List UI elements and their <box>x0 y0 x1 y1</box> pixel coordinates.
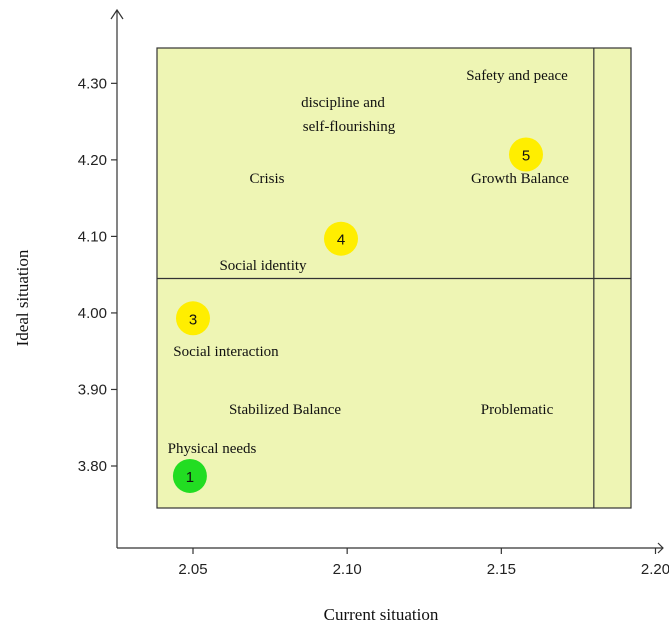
quadrant-label: Growth Balance <box>471 171 569 187</box>
point-number: 5 <box>522 148 530 165</box>
point-label: Physical needs <box>168 441 257 457</box>
point-number: 1 <box>186 469 194 486</box>
point-label: discipline and <box>301 95 385 111</box>
point-label: Social interaction <box>173 344 279 360</box>
x-tick-label: 2.05 <box>178 561 207 578</box>
y-tick-label: 4.20 <box>78 152 107 169</box>
point-4 <box>323 221 358 256</box>
y-tick-label: 3.80 <box>78 458 107 475</box>
quadrant-label: Crisis <box>249 171 284 187</box>
x-tick-label: 2.15 <box>487 561 516 578</box>
y-tick-label: 3.90 <box>78 381 107 398</box>
y-axis-arrow <box>110 8 124 20</box>
x-axis-title: Current situation <box>324 605 439 624</box>
point-3 <box>176 301 210 336</box>
y-tick-label: 4.10 <box>78 228 107 245</box>
point-label: self-flourishing <box>303 119 396 135</box>
y-tick-label: 4.00 <box>78 305 107 322</box>
point-number: 3 <box>189 311 197 328</box>
point-label: Social identity <box>219 258 307 274</box>
quadrant-label: Problematic <box>481 402 554 418</box>
y-tick-label: 4.30 <box>78 75 107 92</box>
point-label: Safety and peace <box>466 68 568 84</box>
x-tick-label: 2.20 <box>641 561 669 578</box>
point-1 <box>172 458 207 493</box>
y-axis-title: Ideal situation <box>13 249 32 346</box>
point-number: 4 <box>337 232 345 249</box>
x-axis-arrow <box>657 542 664 554</box>
point-5 <box>508 137 543 172</box>
quadrant-label: Stabilized Balance <box>229 402 341 418</box>
x-tick-label: 2.10 <box>333 561 362 578</box>
